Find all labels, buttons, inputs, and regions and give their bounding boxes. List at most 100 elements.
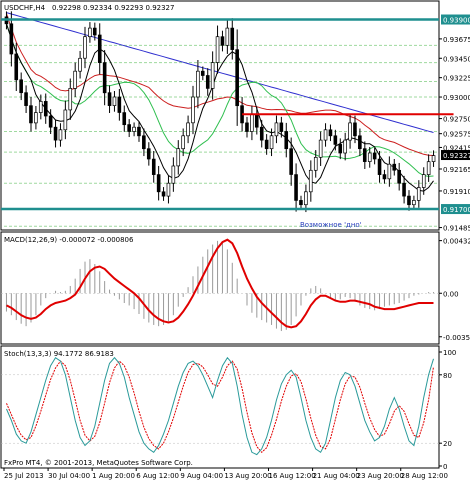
y-tick-label: 0.91700	[443, 206, 470, 214]
y-tick-label: 0.93450	[443, 55, 470, 63]
candle-body	[137, 126, 141, 137]
macd-signal-line	[6, 238, 434, 329]
macd-plot	[1, 238, 439, 332]
candle-body	[318, 139, 323, 158]
candle-body	[34, 112, 38, 124]
y-tick-label: 100	[443, 349, 456, 357]
candle-body	[259, 126, 264, 141]
candle-body	[83, 36, 87, 59]
candle-body	[215, 36, 220, 63]
y-tick-label: 0.92575	[443, 131, 470, 139]
candle-body	[250, 113, 254, 132]
candle-body	[210, 62, 215, 89]
y-tick-label: 0.92750	[443, 116, 470, 124]
candle-body	[284, 131, 289, 150]
candle-body	[343, 139, 347, 154]
level-price-box	[441, 14, 470, 25]
candle-body	[387, 163, 392, 180]
candle-body	[176, 148, 181, 167]
ma-blue-line	[6, 12, 434, 133]
candle-body	[323, 129, 328, 141]
y-tick-label: 0.92327	[443, 152, 470, 160]
y-tick-label: 0.93000	[443, 94, 470, 102]
candle-body	[353, 122, 357, 137]
candle-body	[78, 57, 82, 72]
candle-body	[382, 174, 387, 180]
chart-header-symbol: USDCHF,H4	[4, 4, 46, 12]
x-tick-label: 30 Jul 04:00	[48, 472, 90, 480]
y-tick-label: 20	[443, 440, 452, 448]
x-tick-label: 16 Aug 12:00	[268, 472, 315, 480]
candle-body	[348, 122, 352, 141]
x-tick-label: 25 Jul 2013	[4, 472, 44, 480]
candle-body	[294, 174, 298, 201]
candle-body	[308, 169, 313, 193]
candle-body	[362, 148, 367, 162]
price-axis: 0.93900 0.93675 0.93450 0.93225 0.93000 0.927…	[439, 14, 470, 233]
candle-body	[313, 157, 318, 171]
candle-body	[97, 34, 102, 63]
candle-body	[416, 187, 421, 201]
candle-body	[333, 135, 338, 145]
stoch-panel	[0, 345, 440, 469]
level-price-box	[441, 204, 470, 215]
candle-body	[9, 23, 14, 55]
candle-body	[431, 155, 436, 162]
x-tick-label: 13 Aug 20:00	[224, 472, 271, 480]
ma-green-line	[6, 23, 434, 177]
candle-body	[191, 96, 195, 124]
candle-body	[73, 70, 77, 89]
y-tick-label: 0.00	[443, 290, 459, 298]
candle-body	[230, 27, 235, 50]
candle-body	[220, 36, 225, 46]
candle-body	[372, 152, 377, 160]
x-tick-label: 1 Aug 20:00	[92, 472, 135, 480]
candle-body	[156, 174, 161, 193]
candle-body	[200, 70, 205, 76]
candle-body	[142, 135, 146, 150]
candle-body	[402, 182, 406, 197]
x-tick-label: 23 Aug 20:00	[357, 472, 404, 480]
candles	[4, 11, 436, 213]
candle-body	[58, 129, 63, 141]
candle-body	[264, 139, 269, 150]
candle-body	[122, 112, 127, 126]
candle-body	[225, 27, 230, 46]
stoch-title: Stoch(13,3,3) 94.1772 86.9183	[4, 350, 114, 358]
candle-body	[151, 158, 156, 175]
candle-body	[299, 200, 303, 206]
candle-body	[43, 101, 48, 117]
candle-body	[205, 75, 210, 89]
price-levels	[1, 18, 454, 211]
candle-body	[29, 105, 33, 124]
macd-axis: 0.00432 0.00 -0.00357	[439, 238, 470, 342]
candle-body	[377, 158, 382, 175]
candle-body	[196, 70, 200, 98]
y-tick-label: 80	[443, 372, 452, 380]
candle-body	[19, 79, 23, 94]
candle-body	[181, 135, 185, 150]
candle-body	[338, 144, 343, 154]
candle-body	[102, 62, 107, 94]
candle-body	[14, 53, 19, 81]
y-tick-label: 0.92415	[443, 144, 470, 152]
copyright-text: FxPro MT4, © 2001-2013, MetaQuotes Softw…	[4, 459, 193, 467]
y-tick-label: 0.93900	[443, 17, 470, 25]
y-tick-label: 0.91910	[443, 188, 470, 196]
candle-body	[127, 124, 131, 132]
moving-averages	[6, 12, 434, 192]
x-tick-label: 6 Aug 12:00	[136, 472, 179, 480]
y-tick-label: -0.00357	[443, 334, 470, 342]
x-tick-label: 9 Aug 04:00	[180, 472, 223, 480]
time-axis: 25 Jul 2013 30 Jul 04:00 1 Aug 20:00 6 Aug …	[3, 468, 448, 480]
candle-body	[107, 92, 112, 106]
candle-body	[274, 122, 279, 137]
candle-body	[117, 96, 122, 113]
candle-body	[171, 165, 176, 184]
price-panel	[0, 0, 440, 231]
candle-body	[235, 49, 239, 107]
y-tick-label: 0	[443, 463, 447, 471]
candle-body	[421, 174, 426, 188]
candle-body	[186, 122, 190, 137]
